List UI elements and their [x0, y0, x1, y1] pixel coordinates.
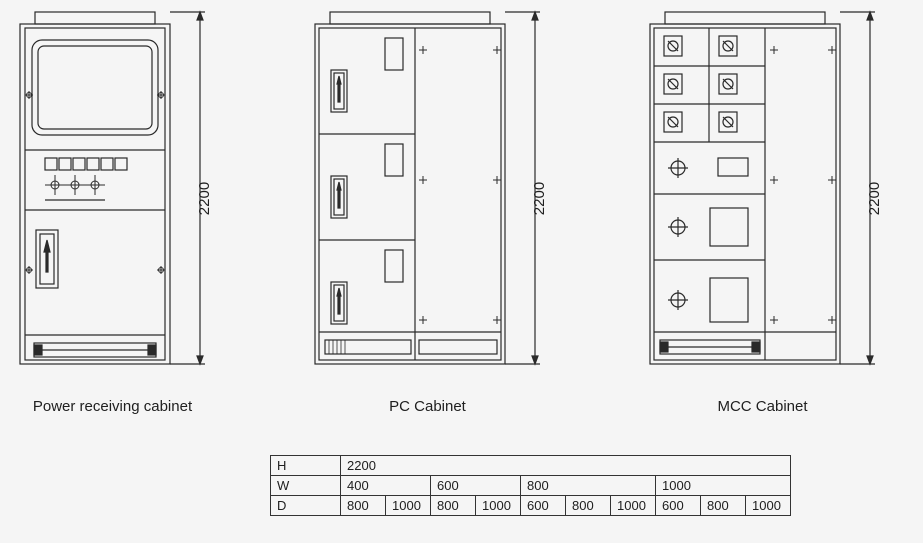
table-row-header: H	[271, 456, 341, 476]
mcc-cabinet: 2200 MCC Cabinet	[640, 10, 885, 415]
table-row-header: W	[271, 476, 341, 496]
table-cell: 2200	[341, 456, 791, 476]
table-cell: 800	[521, 476, 656, 496]
cabinet-label: Power receiving cabinet	[33, 398, 192, 415]
table-cell: 1000	[746, 496, 791, 516]
cabinet-diagrams: 2200 Power receiving cabinet	[10, 10, 913, 415]
table-cell: 1000	[386, 496, 431, 516]
dim-2200: 2200	[196, 182, 213, 215]
table-cell: 600	[656, 496, 701, 516]
cabinet-label: PC Cabinet	[389, 398, 466, 415]
pc-cabinet: 2200 PC Cabinet	[305, 10, 550, 415]
table-cell: 800	[566, 496, 611, 516]
table-cell: 1000	[656, 476, 791, 496]
table-cell: 800	[701, 496, 746, 516]
dimensions-table: H2200W4006008001000D80010008001000600800…	[270, 455, 913, 516]
dim-2200: 2200	[866, 182, 883, 215]
table-cell: 1000	[476, 496, 521, 516]
power-receiving-cabinet: 2200 Power receiving cabinet	[10, 10, 215, 415]
pc-cabinet-svg	[305, 10, 550, 380]
table-row-header: D	[271, 496, 341, 516]
table-cell: 800	[431, 496, 476, 516]
mcc-cabinet-svg	[640, 10, 885, 380]
power-cabinet-svg	[10, 10, 215, 380]
cabinet-label: MCC Cabinet	[717, 398, 807, 415]
table-cell: 800	[341, 496, 386, 516]
table-cell: 600	[521, 496, 566, 516]
table-cell: 600	[431, 476, 521, 496]
table-cell: 400	[341, 476, 431, 496]
table-cell: 1000	[611, 496, 656, 516]
dim-2200: 2200	[531, 182, 548, 215]
